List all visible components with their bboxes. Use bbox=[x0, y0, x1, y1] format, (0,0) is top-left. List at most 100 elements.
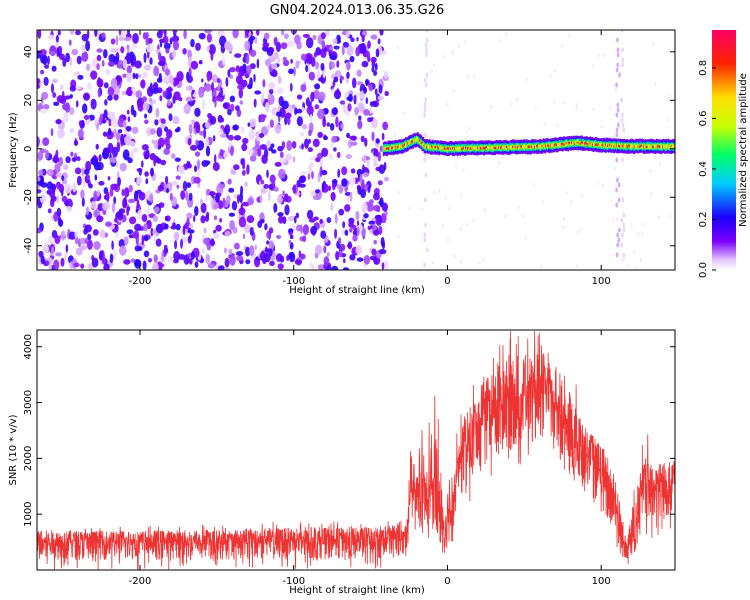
noise-blob bbox=[248, 129, 255, 141]
noise-blob bbox=[328, 185, 331, 192]
noise-speckle bbox=[553, 99, 556, 104]
noise-blob bbox=[63, 112, 69, 123]
noise-blob bbox=[268, 81, 276, 90]
noise-blob bbox=[185, 190, 189, 201]
signal-cell bbox=[486, 146, 488, 149]
noise-speckle bbox=[432, 63, 435, 68]
noise-blob bbox=[144, 119, 149, 125]
noise-blob bbox=[278, 168, 286, 179]
noise-speckle bbox=[650, 191, 653, 196]
noise-blob bbox=[235, 251, 244, 256]
noise-blob bbox=[229, 254, 236, 266]
noise-blob bbox=[298, 190, 302, 198]
noise-blob bbox=[330, 191, 336, 202]
noise-blob bbox=[201, 98, 206, 110]
noise-blob bbox=[173, 251, 181, 262]
noise-blob bbox=[101, 60, 105, 67]
noise-blob bbox=[126, 65, 132, 75]
noise-blob bbox=[230, 145, 234, 157]
signal-cell bbox=[411, 140, 414, 143]
noise-blob bbox=[137, 101, 144, 112]
signal-cell bbox=[426, 146, 428, 149]
colorbar-tick-label: 0.2 bbox=[698, 212, 709, 228]
noise-blob bbox=[39, 49, 47, 56]
snr-y-ticks: 1000 2000 3000 4000 bbox=[23, 334, 675, 527]
signal-cell bbox=[661, 145, 664, 148]
noise-blob bbox=[87, 233, 92, 241]
noise-blob bbox=[356, 220, 360, 227]
noise-blob bbox=[215, 193, 220, 203]
noise-blob bbox=[210, 240, 216, 246]
noise-blob bbox=[319, 166, 323, 178]
noise-blob bbox=[175, 223, 181, 231]
noise-blob bbox=[132, 72, 136, 80]
noise-blob bbox=[366, 202, 374, 212]
signal-cell bbox=[457, 147, 460, 150]
signal-cell bbox=[461, 147, 463, 151]
signal-cell bbox=[668, 144, 671, 147]
noise-blob bbox=[311, 228, 316, 236]
noise-blob bbox=[38, 250, 44, 258]
spectrogram-y-ticks: -40 -20 0 20 40 bbox=[23, 45, 675, 254]
signal-cell bbox=[473, 146, 475, 150]
signal-cell bbox=[645, 145, 648, 149]
signal-cell bbox=[584, 142, 586, 145]
noise-blob bbox=[76, 55, 82, 65]
noise-blob bbox=[144, 171, 149, 177]
signal-cell bbox=[414, 138, 416, 142]
noise-blob bbox=[211, 74, 218, 83]
noise-speckle bbox=[524, 235, 527, 240]
noise-blob bbox=[346, 196, 351, 202]
noise-blob bbox=[133, 110, 137, 118]
noise-speckle bbox=[613, 166, 616, 171]
noise-blob bbox=[115, 162, 119, 168]
noise-blob bbox=[118, 36, 125, 42]
noise-blob bbox=[188, 257, 193, 265]
signal-cell bbox=[525, 145, 527, 148]
noise-blob bbox=[57, 30, 61, 36]
noise-blob bbox=[363, 254, 371, 265]
y-tick-label: 0 bbox=[23, 146, 34, 152]
noise-blob bbox=[365, 78, 369, 87]
signal-cell bbox=[508, 145, 510, 148]
signal-cell bbox=[633, 145, 636, 148]
noise-blob bbox=[74, 167, 82, 175]
noise-blob bbox=[68, 39, 72, 46]
noise-blob bbox=[228, 134, 234, 141]
noise-blob bbox=[86, 239, 93, 250]
noise-blob bbox=[337, 168, 341, 178]
noise-blob bbox=[222, 102, 229, 109]
noise-speckle bbox=[432, 260, 435, 265]
noise-blob bbox=[277, 212, 284, 217]
noise-streak bbox=[615, 127, 619, 133]
signal-cell bbox=[513, 146, 515, 149]
noise-blob bbox=[220, 87, 223, 98]
signal-cell bbox=[501, 146, 504, 149]
noise-blob bbox=[159, 95, 163, 102]
noise-blob bbox=[310, 56, 316, 67]
noise-blob bbox=[349, 55, 355, 63]
noise-blob bbox=[143, 223, 148, 232]
noise-blob bbox=[200, 215, 206, 224]
noise-blob bbox=[256, 58, 260, 69]
noise-speckle bbox=[468, 126, 471, 131]
signal-cell bbox=[448, 147, 450, 150]
noise-blob bbox=[52, 78, 58, 84]
noise-speckle bbox=[504, 32, 507, 37]
noise-blob bbox=[224, 230, 231, 237]
noise-blob bbox=[268, 227, 274, 234]
snr-x-ticks: -200 -100 0 100 bbox=[129, 330, 611, 587]
noise-blob bbox=[372, 100, 380, 108]
signal-cell bbox=[561, 142, 564, 145]
noise-speckle bbox=[642, 222, 645, 227]
noise-blob bbox=[127, 157, 133, 164]
noise-blob bbox=[191, 119, 196, 125]
noise-blob bbox=[306, 209, 314, 220]
colorbar-tick-label: 0.0 bbox=[698, 262, 709, 278]
signal-cell bbox=[484, 147, 486, 150]
noise-blob bbox=[306, 37, 314, 49]
signal-cell bbox=[546, 143, 548, 147]
noise-blob bbox=[374, 254, 378, 265]
noise-blob bbox=[338, 237, 342, 245]
noise-blob bbox=[338, 208, 345, 216]
